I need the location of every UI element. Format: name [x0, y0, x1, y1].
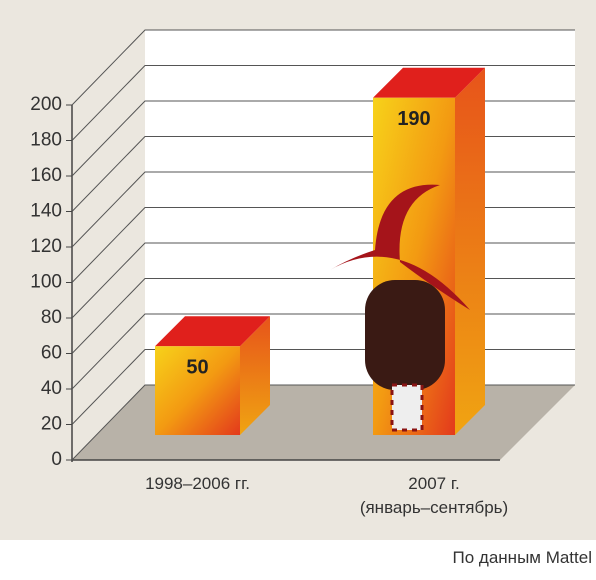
value-label: 190 — [397, 108, 430, 130]
y-tick-label: 60 — [41, 343, 62, 364]
y-tick-label: 160 — [30, 165, 62, 186]
floor — [72, 385, 575, 460]
x-tick-label: 2007 г. (январь–сентябрь) — [359, 474, 509, 517]
y-tick-label: 180 — [30, 130, 62, 151]
grid-line — [71, 65, 575, 141]
bar-top — [373, 67, 485, 98]
bar-top — [155, 316, 270, 347]
y-tick-label: 140 — [30, 201, 62, 222]
bar — [155, 346, 240, 435]
y-tick-label: 120 — [30, 236, 62, 257]
doll-hat — [330, 184, 470, 310]
source: По данным Mattel — [452, 548, 592, 567]
y-tick-label: 80 — [41, 307, 62, 328]
value-label: 50 — [186, 357, 208, 379]
x-tick-label: 1998–2006 гг. — [145, 474, 250, 493]
y-tick-label: 200 — [30, 94, 62, 115]
grid-line — [71, 29, 575, 106]
bar-side — [240, 316, 270, 435]
doll-legs — [390, 383, 424, 432]
doll-body — [365, 280, 445, 390]
y-tick-label: 0 — [51, 449, 62, 470]
y-tick-label: 40 — [41, 378, 62, 399]
bar-side — [455, 67, 485, 435]
y-tick-label: 100 — [30, 272, 62, 293]
y-tick-label: 20 — [41, 414, 62, 435]
